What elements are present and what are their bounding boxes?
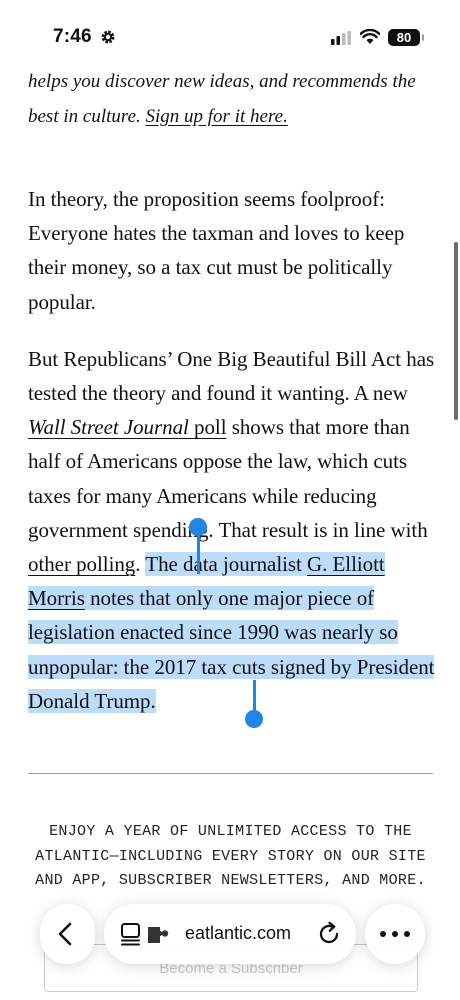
wsj-link[interactable]: Wall Street Journal <box>28 415 189 440</box>
back-button[interactable] <box>40 904 95 964</box>
status-time: 7:46 <box>53 26 92 47</box>
reload-icon[interactable] <box>317 921 343 947</box>
section-divider <box>28 773 433 774</box>
more-icon <box>380 931 410 937</box>
paragraph-1: In theory, the proposition seems foolpro… <box>28 187 405 314</box>
subscribe-pitch: ENJOY A YEAR OF UNLIMITED ACCESS TO THE … <box>35 823 426 889</box>
selection-start-knob[interactable] <box>189 518 207 536</box>
battery-indicator: 80 <box>388 29 424 46</box>
reader-icon[interactable] <box>120 922 142 946</box>
signup-link[interactable]: Sign up for it here. <box>145 106 288 127</box>
other-polling-link[interactable]: other polling <box>28 552 136 577</box>
paragraph-2-text-b: shows that more than half of Americans o… <box>28 415 428 542</box>
gear-icon <box>101 30 115 44</box>
poll-link[interactable]: poll <box>188 415 227 440</box>
back-icon <box>58 922 72 946</box>
selection-end-knob[interactable] <box>245 710 263 728</box>
paragraph-2: But Republicans’ One Big Beautiful Bill … <box>28 342 438 718</box>
extension-icon[interactable] <box>147 925 171 945</box>
scroll-indicator[interactable] <box>454 242 458 420</box>
more-button[interactable] <box>365 904 425 964</box>
address-bar[interactable]: eatlantic.com <box>104 904 356 964</box>
newsletter-promo: helps you discover new ideas, and recomm… <box>28 64 438 134</box>
status-bar: 7:46 80 <box>0 0 460 62</box>
selection-end-bar <box>253 680 256 718</box>
selection-start-bar <box>197 526 200 574</box>
promo-text: helps you discover new ideas, and recomm… <box>28 71 416 127</box>
paragraph-2-text-a: But Republicans’ One Big Beautiful Bill … <box>28 346 435 406</box>
paragraph-2-text-c: . <box>135 552 146 577</box>
selection-end-handle[interactable] <box>245 680 263 728</box>
selection-start-handle[interactable] <box>189 518 207 574</box>
signal-icon <box>331 31 351 45</box>
selected-text-b[interactable]: notes that only one major piece of legis… <box>28 586 435 713</box>
selected-text-a[interactable]: The data journalist <box>145 552 307 577</box>
article-body: helps you discover new ideas, and recomm… <box>28 62 438 718</box>
wifi-icon <box>360 29 380 44</box>
url-text[interactable]: eatlantic.com <box>185 923 292 943</box>
